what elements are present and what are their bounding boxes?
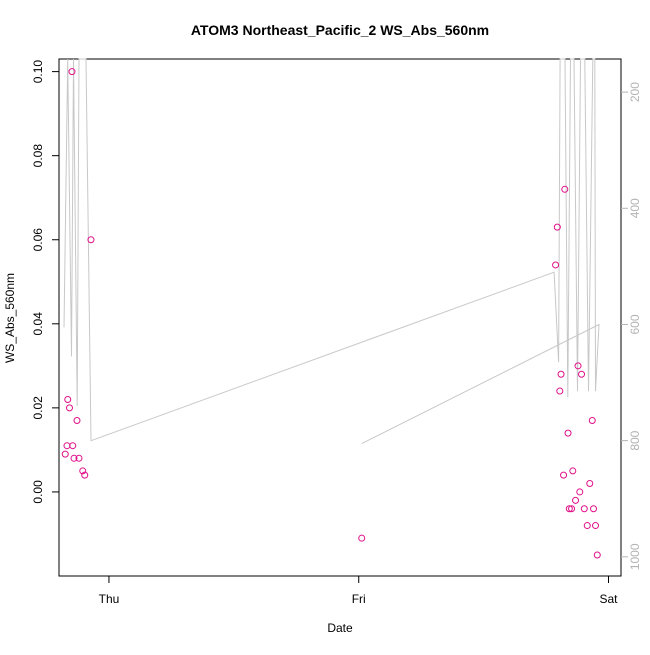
data-point [590,505,598,513]
y2-tick-label: 1000 [628,543,642,570]
point-series [61,68,601,559]
data-point [68,68,76,76]
x-tick-label: Thu [99,592,120,606]
x-axis-label: Date [327,621,353,635]
data-point [79,467,87,475]
x-axis: Thu Fri Sat [99,576,619,606]
data-point [586,480,594,488]
data-point [561,185,569,193]
data-point [75,454,83,462]
data-point [70,454,78,462]
y2-tick-label: 400 [628,198,642,218]
y2-tick-label: 600 [628,314,642,334]
data-point [560,471,568,479]
y2-tick-label: 800 [628,430,642,450]
data-point [565,505,573,513]
y-tick-label: 0.04 [31,312,45,336]
data-point [69,442,77,450]
data-point [63,442,71,450]
data-point [578,370,586,378]
data-point [557,370,565,378]
data-point [574,362,582,370]
y-tick-label: 0.06 [31,228,45,252]
data-point [552,261,560,269]
left-axis: 0.00 0.02 0.04 0.06 0.08 0.10 [31,60,59,504]
data-point [73,416,81,424]
plot-frame [58,58,622,577]
data-point [569,467,577,475]
data-point [583,522,591,530]
data-point [556,387,564,395]
y-tick-label: 0.10 [31,60,45,84]
data-point [576,488,584,496]
y-tick-label: 0.00 [31,480,45,504]
data-point [61,450,69,458]
data-point [87,236,95,244]
data-point [564,429,572,437]
data-point [593,551,601,559]
data-point [588,416,596,424]
data-point [553,223,561,231]
data-point [81,471,89,479]
x-tick-label: Sat [600,592,619,606]
y-tick-label: 0.02 [31,396,45,420]
data-point [580,505,588,513]
y2-tick-label: 200 [628,82,642,102]
line-series [63,58,600,445]
y-tick-label: 0.08 [31,144,45,168]
data-point [572,496,580,504]
y-axis-label: WS_Abs_560nm [3,273,17,363]
data-point [568,505,576,513]
data-point [65,404,73,412]
data-point [64,395,72,403]
data-point [358,534,366,542]
line-series-path [63,58,600,445]
chart-title: ATOM3 Northeast_Pacific_2 WS_Abs_560nm [191,22,489,38]
x-tick-label: Fri [352,592,366,606]
right-axis: 200 400 600 800 1000 [621,82,642,570]
data-point [592,522,600,530]
